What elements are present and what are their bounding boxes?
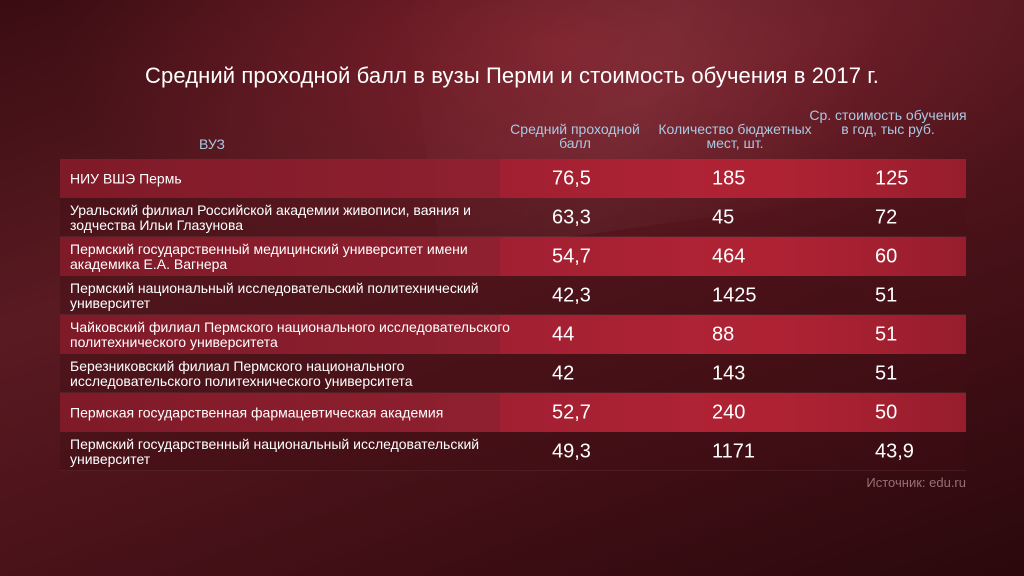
score-cell: 54,7 bbox=[552, 245, 591, 267]
score-cell: 49,3 bbox=[552, 440, 591, 462]
university-name-cell: Пермский государственный национальный ис… bbox=[70, 435, 480, 467]
table-row: Пермский государственный национальный ис… bbox=[60, 432, 966, 471]
places-cell: 1171 bbox=[712, 440, 756, 462]
places-cell: 1425 bbox=[712, 284, 757, 306]
score-cell: 63,3 bbox=[552, 206, 591, 228]
table-row: НИУ ВШЭ Пермь 76,5 185 125 bbox=[60, 159, 966, 198]
university-name-cell: Уральский филиал Российской академии жив… bbox=[70, 201, 471, 233]
places-cell: 88 bbox=[712, 323, 735, 345]
university-name-cell: Чайковский филиал Пермского национальног… bbox=[70, 318, 510, 350]
score-cell: 42,3 bbox=[552, 284, 591, 306]
source-note: Источник: edu.ru bbox=[866, 475, 966, 490]
university-name-cell: Пермский национальный исследовательский … bbox=[70, 279, 479, 311]
table-row: Пермский национальный исследовательский … bbox=[60, 276, 966, 315]
places-cell: 185 bbox=[712, 167, 746, 189]
cost-cell: 50 bbox=[875, 401, 898, 423]
table-row: Пермский государственный медицинский уни… bbox=[60, 237, 966, 276]
cost-cell: 51 bbox=[875, 323, 898, 345]
score-cell: 44 bbox=[552, 323, 575, 345]
table-row: Уральский филиал Российской академии жив… bbox=[60, 198, 966, 237]
cost-cell: 72 bbox=[875, 206, 898, 228]
score-cell: 42 bbox=[552, 362, 575, 384]
table-row: Чайковский филиал Пермского национальног… bbox=[60, 315, 966, 354]
cost-cell: 125 bbox=[875, 167, 909, 189]
score-cell: 52,7 bbox=[552, 401, 591, 423]
places-cell: 45 bbox=[712, 206, 735, 228]
places-cell: 143 bbox=[712, 362, 746, 384]
score-cell: 76,5 bbox=[552, 167, 591, 189]
university-name-cell: Березниковский филиал Пермского национал… bbox=[70, 357, 413, 389]
chart-title: Средний проходной балл в вузы Перми и ст… bbox=[145, 63, 879, 88]
university-name-cell: Пермский государственный медицинский уни… bbox=[70, 240, 468, 272]
table-row: Березниковский филиал Пермского национал… bbox=[60, 354, 966, 393]
university-name-cell: НИУ ВШЭ Пермь bbox=[70, 170, 182, 186]
column-header-score: Средний проходной балл bbox=[510, 121, 640, 151]
column-header-university: ВУЗ bbox=[199, 136, 225, 152]
cost-cell: 51 bbox=[875, 362, 898, 384]
university-name-cell: Пермская государственная фармацевтическа… bbox=[70, 404, 444, 420]
places-cell: 464 bbox=[712, 245, 746, 267]
column-header-places: Количество бюджетных мест, шт. bbox=[658, 121, 812, 151]
places-cell: 240 bbox=[712, 401, 746, 423]
table-row: Пермская государственная фармацевтическа… bbox=[60, 393, 966, 432]
cost-cell: 51 bbox=[875, 284, 898, 306]
cost-cell: 60 bbox=[875, 245, 898, 267]
cost-cell: 43,9 bbox=[875, 440, 914, 462]
column-header-cost: Ср. стоимость обучения в год, тыс руб. bbox=[809, 107, 967, 137]
